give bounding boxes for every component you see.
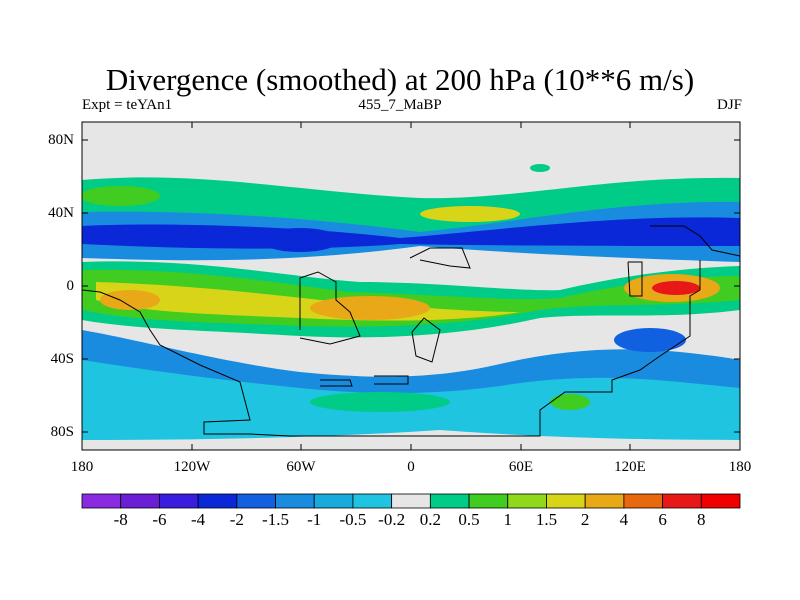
x-tick-label: 120E [614,459,646,475]
colorbar-box [623,493,663,509]
y-tick-label: 80S [50,424,74,440]
nh-negative-core [82,217,740,249]
colorbar-label: 2 [580,510,590,529]
tick-marks [82,122,740,450]
coastline-asia [409,247,471,269]
x-tick-label: 0 [407,459,415,475]
y-tick-label: 40S [50,351,74,367]
colorbar-box [275,493,315,509]
colorbar-label: -2 [229,510,244,529]
nh-negative-max [260,228,340,252]
coastline-east [627,261,643,297]
coastline-north-east [650,225,740,257]
x-tick-label: 60E [508,459,534,475]
warm-pool-red [652,281,700,295]
colorbar-label: 1.5 [535,510,558,529]
y-tick-label: 80N [48,132,74,148]
colorbar-label: -1.5 [262,510,289,529]
x-tick-label: 180 [70,459,94,475]
coastline-island [411,317,441,363]
colorbar-label: -0.2 [378,510,406,529]
colorbar-label: -8 [113,510,128,529]
x-tick-label: 180 [728,459,752,475]
colorbar-label: -0.5 [339,510,367,529]
nh-positive-spot [82,186,160,206]
colorbar-label: -6 [152,510,167,529]
run-label: 455_7_MaBP [358,97,442,113]
x-tick-label: 60W [286,459,316,475]
coastline-south [82,260,701,437]
coastlines [82,225,740,437]
colorbar-label: 0.5 [458,510,480,529]
tropical-orange [310,296,430,320]
colorbar-label: 4 [619,510,629,529]
colorbar-box [81,493,122,509]
colorbar-label: 1 [503,510,513,529]
colorbar-box [507,493,547,509]
colorbar-label: 6 [658,510,667,529]
colorbar-box [700,493,741,509]
colorbar-box [546,493,586,509]
colorbar-label: -4 [191,510,206,529]
colorbar-box [120,493,160,509]
colorbar-box [159,493,199,509]
tropical-orange2 [100,290,160,310]
arctic-green-dot [530,164,550,172]
colorbar-box [662,493,702,509]
colorbar-box [429,493,470,509]
sh-green-spot [550,394,590,410]
x-tick-label: 120W [173,459,211,475]
colorbar-box [391,493,431,509]
nh-positive-spot2 [420,206,520,222]
coastline-strip1 [320,379,353,387]
colorbar-box [468,493,509,509]
sh-green-strip [310,392,450,412]
colorbar-box [236,493,276,509]
colorbar-box [313,493,354,509]
season-label: DJF [716,97,742,113]
colorbar-label: 8 [697,510,706,529]
map-title: Divergence (smoothed) at 200 hPa (10**6 … [105,62,695,97]
experiment-label: Expt = teYAn1 [82,97,173,113]
colorbar-label: 0.2 [419,510,441,529]
colorbar-label: -1 [307,510,322,529]
map-field [82,122,740,450]
colorbar-box [584,493,625,509]
colorbar-box [352,493,393,509]
coastline-strip2 [374,375,409,385]
colorbar-box [197,493,238,509]
sh-negative-core [614,328,686,352]
y-tick-label: 0 [66,278,75,294]
coastline-africa [299,271,361,345]
y-tick-label: 40N [48,205,74,221]
